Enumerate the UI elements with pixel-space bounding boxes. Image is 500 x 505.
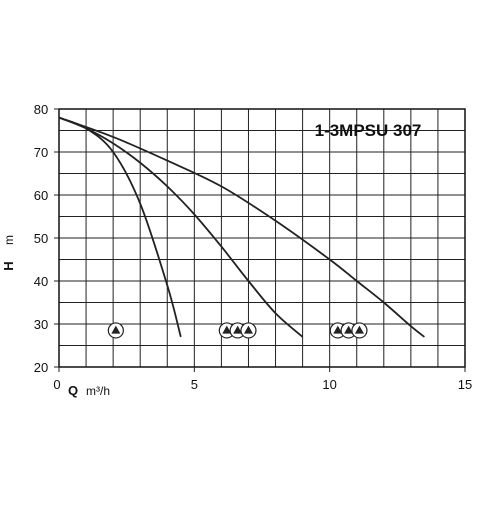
y-tick-label: 80 xyxy=(34,102,48,117)
y-tick-label: 50 xyxy=(34,231,48,246)
x-tick-label: 15 xyxy=(458,377,472,392)
pump-symbol-layer xyxy=(107,322,368,339)
pump-curve-1 xyxy=(58,116,182,338)
x-tick-label: 10 xyxy=(322,377,336,392)
y-tick-label: 70 xyxy=(34,145,48,160)
curve-layer xyxy=(58,116,425,338)
pump-triangle-icon xyxy=(333,325,343,334)
pump-triangle-icon xyxy=(222,325,232,334)
pump-triangle-icon xyxy=(344,325,354,334)
x-axis-unit: m³/h xyxy=(86,384,110,398)
x-axis-label: Q xyxy=(68,383,78,398)
y-tick-label: 20 xyxy=(34,360,48,375)
y-tick-label: 60 xyxy=(34,188,48,203)
pump-triangle-icon xyxy=(354,325,364,334)
pump-triangle-icon xyxy=(243,325,253,334)
y-tick-label: 40 xyxy=(34,274,48,289)
grid-layer xyxy=(58,108,466,368)
pump-curve-3 xyxy=(58,116,425,338)
pump-triangle-icon xyxy=(111,325,121,334)
x-tick-label: 5 xyxy=(191,377,198,392)
y-axis-unit: m xyxy=(2,235,16,245)
y-axis-label: H xyxy=(1,261,16,270)
pump-triangle-icon xyxy=(233,325,243,334)
tick-label-layer: 0 5 10 15 20 30 40 50 60 70 80 xyxy=(34,102,472,392)
y-tick-label: 30 xyxy=(34,317,48,332)
pump-curve-2 xyxy=(58,116,304,338)
chart-title: 1-3MPSU 307 xyxy=(315,121,422,140)
x-tick-label: 0 xyxy=(53,377,60,392)
